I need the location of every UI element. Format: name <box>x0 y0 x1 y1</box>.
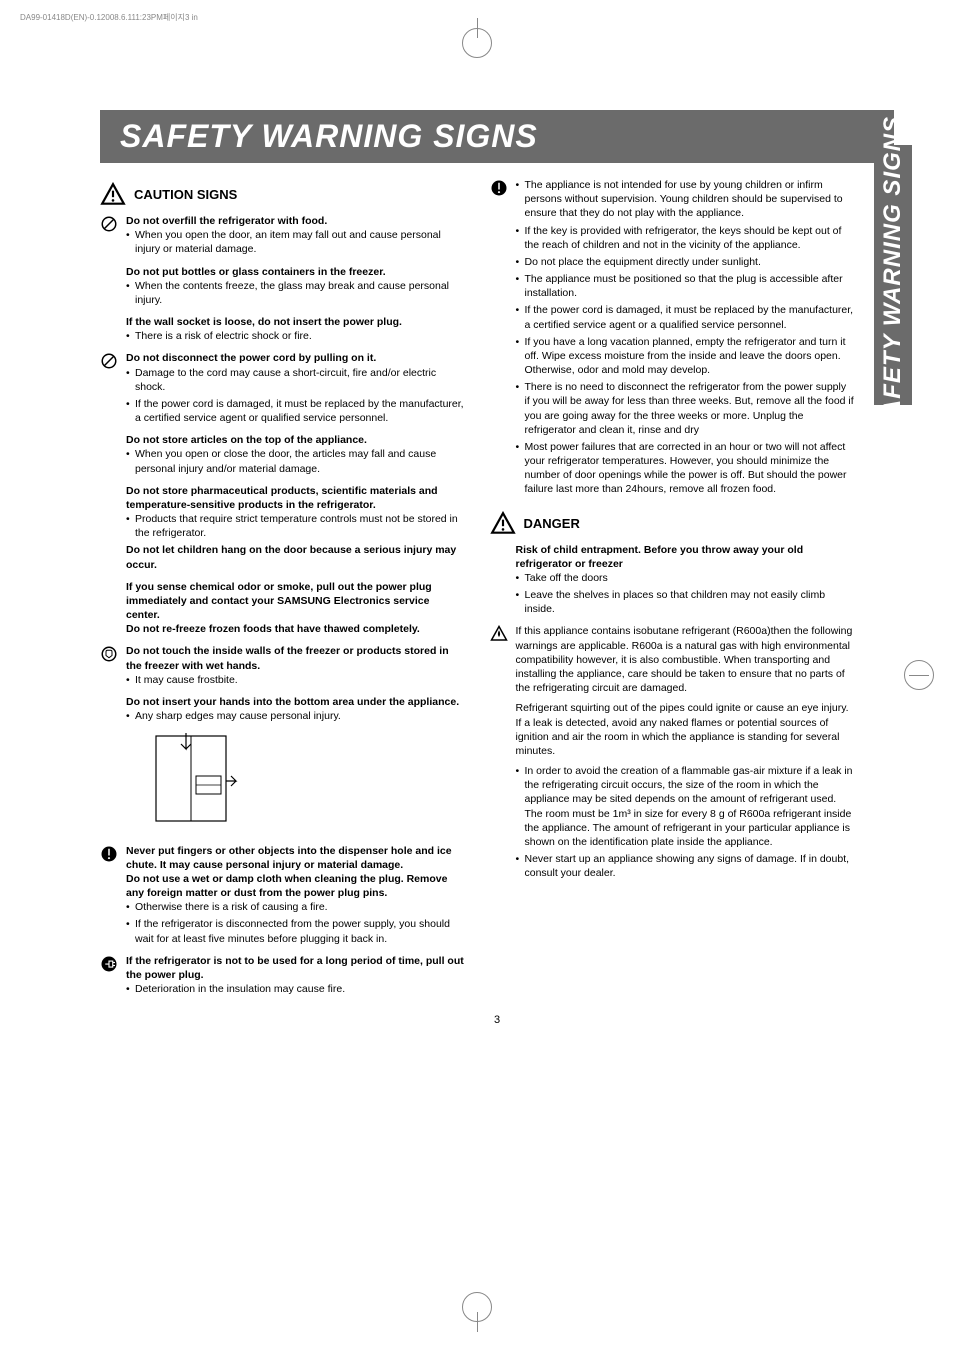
bullet-text: In order to avoid the creation of a flam… <box>516 764 855 849</box>
danger-triangle-icon <box>490 511 516 537</box>
block-odor: If you sense chemical odor or smoke, pul… <box>100 580 465 637</box>
caution-heading: CAUTION SIGNS <box>134 186 237 204</box>
bullet-text: There is no need to disconnect the refri… <box>516 380 855 437</box>
danger-heading-row: DANGER <box>490 511 855 537</box>
block-dispenser: Never put fingers or other objects into … <box>100 844 465 946</box>
block-socket: If the wall socket is loose, do not inse… <box>100 315 465 343</box>
bullet-text: Most power failures that are corrected i… <box>516 440 855 497</box>
bullet-text: When you open or close the door, the art… <box>126 447 465 475</box>
bullet-text: When the contents freeze, the glass may … <box>126 279 465 307</box>
content-columns: CAUTION SIGNS Do not overfill the refrig… <box>100 178 894 1004</box>
bold-text: Do not touch the inside walls of the fre… <box>126 644 465 672</box>
bold-text: Do not put bottles or glass containers i… <box>126 265 465 279</box>
bold-text: Do not disconnect the power cord by pull… <box>126 351 465 365</box>
block-refrigerant: If this appliance contains isobutane ref… <box>490 624 855 880</box>
bold-text: If the wall socket is loose, do not inse… <box>126 315 465 329</box>
bullet-text: Deterioration in the insulation may caus… <box>126 982 465 996</box>
bullet-text: Any sharp edges may cause personal injur… <box>126 709 465 723</box>
bullet-text: Products that require strict temperature… <box>126 512 465 540</box>
paragraph-text: Refrigerant squirting out of the pipes c… <box>516 701 855 758</box>
bold-text: Do not insert your hands into the bottom… <box>126 695 465 709</box>
bullet-text: Never start up an appliance showing any … <box>516 852 855 880</box>
page-number: 3 <box>100 1014 894 1026</box>
block-bottles: Do not put bottles or glass containers i… <box>100 265 465 308</box>
page-title-bar: SAFETY WARNING SIGNS <box>100 110 894 163</box>
caution-heading-row: CAUTION SIGNS <box>100 182 465 208</box>
appliance-figure <box>126 731 465 835</box>
block-unplug: If the refrigerator is not to be used fo… <box>100 954 465 997</box>
page: DA99-01418D(EN)-0.12008.6.111:23PM페이지3 i… <box>0 0 954 1350</box>
side-tab: SAFETY WARNING SIGNS <box>874 145 912 405</box>
bullet-text: If the power cord is damaged, it must be… <box>126 397 465 425</box>
no-touch-icon <box>100 645 118 663</box>
bold-text: Never put fingers or other objects into … <box>126 844 465 872</box>
bold-text: Do not store pharmaceutical products, sc… <box>126 484 465 512</box>
block-general-warnings: The appliance is not intended for use by… <box>490 178 855 497</box>
bullet-text: Otherwise there is a risk of causing a f… <box>126 900 465 914</box>
prohibit-icon <box>100 215 118 233</box>
bullet-text: It may cause frostbite. <box>126 673 465 687</box>
header-code: DA99-01418D(EN)-0.12008.6.111:23PM페이지3 i… <box>20 12 198 23</box>
bullet-text: Take off the doors <box>516 571 855 585</box>
block-child-entrapment: Risk of child entrapment. Before you thr… <box>490 543 855 617</box>
bullet-text: When you open the door, an item may fall… <box>126 228 465 256</box>
bullet-text: If the refrigerator is disconnected from… <box>126 917 465 945</box>
crop-mark-top <box>452 18 502 68</box>
bullet-text: If you have a long vacation planned, emp… <box>516 335 855 378</box>
prohibit-icon <box>100 352 118 370</box>
right-column: The appliance is not intended for use by… <box>490 178 895 1004</box>
bold-text: If the refrigerator is not to be used fo… <box>126 954 465 982</box>
danger-heading: DANGER <box>524 515 580 533</box>
block-overfill: Do not overfill the refrigerator with fo… <box>100 214 465 257</box>
bold-text: If you sense chemical odor or smoke, pul… <box>126 580 465 623</box>
bullet-text: There is a risk of electric shock or fir… <box>126 329 465 343</box>
left-column: CAUTION SIGNS Do not overfill the refrig… <box>100 178 465 1004</box>
bullet-text: Do not place the equipment directly unde… <box>516 255 855 269</box>
block-pharma: Do not store pharmaceutical products, sc… <box>100 484 465 572</box>
caution-triangle-icon <box>100 182 126 208</box>
bold-text: Do not let children hang on the door bec… <box>126 543 465 571</box>
bold-text: Risk of child entrapment. Before you thr… <box>516 543 855 571</box>
warning-circle-icon <box>100 845 118 863</box>
block-top-articles: Do not store articles on the top of the … <box>100 433 465 476</box>
bullet-text: The appliance is not intended for use by… <box>516 178 855 221</box>
crop-mark-right <box>894 650 944 700</box>
bold-text: Do not store articles on the top of the … <box>126 433 465 447</box>
bullet-text: Leave the shelves in places so that chil… <box>516 588 855 616</box>
warning-circle-icon <box>490 179 508 197</box>
bold-text: Do not use a wet or damp cloth when clea… <box>126 872 465 900</box>
bullet-text: If the power cord is damaged, it must be… <box>516 303 855 331</box>
block-bottom-hands: Do not insert your hands into the bottom… <box>100 695 465 723</box>
flammable-triangle-icon <box>490 625 508 643</box>
bold-text: Do not re-freeze frozen foods that have … <box>126 622 465 636</box>
block-frostbite: Do not touch the inside walls of the fre… <box>100 644 465 687</box>
bullet-text: The appliance must be positioned so that… <box>516 272 855 300</box>
bold-text: Do not overfill the refrigerator with fo… <box>126 214 465 228</box>
bullet-text: Damage to the cord may cause a short-cir… <box>126 366 465 394</box>
block-cord: Do not disconnect the power cord by pull… <box>100 351 465 425</box>
paragraph-text: If this appliance contains isobutane ref… <box>516 624 855 695</box>
bullet-text: If the key is provided with refrigerator… <box>516 224 855 252</box>
crop-mark-bottom <box>452 1282 502 1332</box>
side-tab-text: SAFETY WARNING SIGNS <box>879 116 907 434</box>
plug-icon <box>100 955 118 973</box>
